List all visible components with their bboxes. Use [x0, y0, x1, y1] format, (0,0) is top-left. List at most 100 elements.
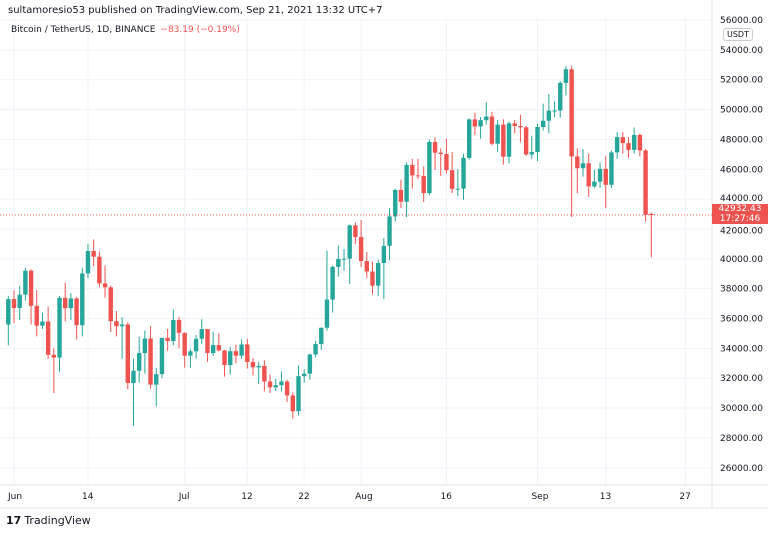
candle-body — [262, 365, 267, 382]
candle — [495, 119, 500, 153]
candle-body — [421, 175, 426, 194]
candle-body — [478, 120, 483, 127]
candle-body — [136, 353, 142, 371]
candle — [410, 158, 415, 189]
candle-body — [102, 283, 108, 288]
symbol-title: Bitcoin / TetherUS, 1D, BINANCE — [11, 25, 156, 35]
candle-body — [381, 245, 387, 263]
candle-body — [353, 225, 358, 238]
candle — [97, 251, 102, 288]
x-tick-label: Sep — [531, 492, 548, 502]
candle — [569, 65, 574, 218]
candle-body — [632, 134, 637, 150]
candle — [370, 261, 375, 295]
candle-body — [649, 213, 654, 216]
candle — [535, 123, 540, 162]
candle-body — [176, 319, 182, 333]
candle — [63, 282, 68, 322]
y-tick-label: 28000.00 — [720, 434, 763, 444]
x-tick-label: Jul — [178, 492, 190, 502]
symbol-legend: Bitcoin / TetherUS, 1D, BINANCE −83.19 (−… — [11, 25, 240, 35]
currency-unit-button[interactable]: USDT — [723, 28, 753, 41]
candle — [563, 66, 569, 96]
y-tick-label: 34000.00 — [720, 344, 763, 354]
y-tick-label: 30000.00 — [720, 404, 763, 414]
candle — [313, 340, 318, 358]
candle — [114, 311, 119, 337]
candle — [552, 101, 557, 118]
candle — [256, 361, 261, 385]
x-tick-label: Jun — [7, 492, 22, 502]
candle-body — [449, 170, 455, 189]
candle — [296, 365, 301, 416]
candle — [336, 245, 341, 277]
candle-body — [501, 124, 506, 157]
candle — [540, 103, 546, 131]
candle-body — [489, 116, 495, 144]
candle-body — [506, 123, 512, 157]
candle-body — [438, 152, 443, 155]
candle-body — [324, 299, 330, 328]
candle — [529, 135, 534, 159]
tradingview-logo[interactable]: 17 TradingView — [6, 514, 91, 527]
candle-body — [336, 258, 341, 267]
candle-body — [182, 332, 187, 356]
candle — [188, 349, 193, 368]
candle-body — [17, 294, 22, 309]
candle-body — [165, 337, 170, 342]
candle — [364, 252, 369, 279]
y-tick-label: 48000.00 — [720, 135, 763, 145]
candle — [353, 222, 358, 244]
x-tick-label: 27 — [679, 492, 690, 502]
candle — [210, 331, 216, 356]
candle-body — [535, 127, 540, 153]
candle — [580, 149, 586, 177]
candle — [108, 285, 113, 332]
candle-body — [28, 270, 34, 306]
candles — [6, 65, 654, 426]
grid — [0, 18, 712, 485]
candle-body — [529, 152, 534, 155]
candle — [637, 133, 643, 157]
candle — [51, 348, 57, 394]
candle-body — [6, 299, 11, 325]
candle — [199, 319, 204, 344]
logo-mark-icon: 17 — [6, 514, 22, 527]
candle-body — [57, 297, 62, 358]
candle-body — [34, 305, 39, 326]
candle-body — [125, 324, 130, 383]
candle — [421, 166, 426, 203]
y-tick-label: 32000.00 — [720, 374, 763, 384]
candle — [17, 285, 22, 320]
candle-body — [347, 225, 352, 259]
candle — [632, 127, 637, 154]
candle — [523, 125, 529, 156]
candle-body — [131, 370, 136, 383]
candle-body — [558, 82, 563, 111]
candle-body — [63, 297, 68, 309]
candle — [159, 337, 165, 379]
candle-body — [239, 344, 244, 356]
x-tick-label: Aug — [355, 492, 373, 502]
candle — [393, 188, 398, 222]
candle-body — [444, 154, 449, 171]
candle-body — [80, 273, 85, 326]
candle-body — [575, 156, 580, 169]
candle-body — [523, 127, 529, 155]
candle — [182, 332, 187, 368]
candle-body — [387, 216, 392, 246]
candle — [290, 392, 296, 419]
y-tick-label: 38000.00 — [720, 285, 763, 295]
candle — [11, 290, 17, 323]
candle — [609, 150, 614, 188]
price-change: −83.19 (−0.19%) — [160, 25, 240, 35]
candle-body — [643, 150, 648, 215]
candle-body — [256, 365, 261, 368]
candle — [91, 239, 96, 267]
last-price-label: 42932.43 17:27:46 — [712, 204, 768, 224]
bar-countdown: 17:27:46 — [719, 214, 761, 224]
candle — [228, 346, 233, 375]
x-tick-label: 13 — [600, 492, 611, 502]
candle — [330, 265, 335, 313]
